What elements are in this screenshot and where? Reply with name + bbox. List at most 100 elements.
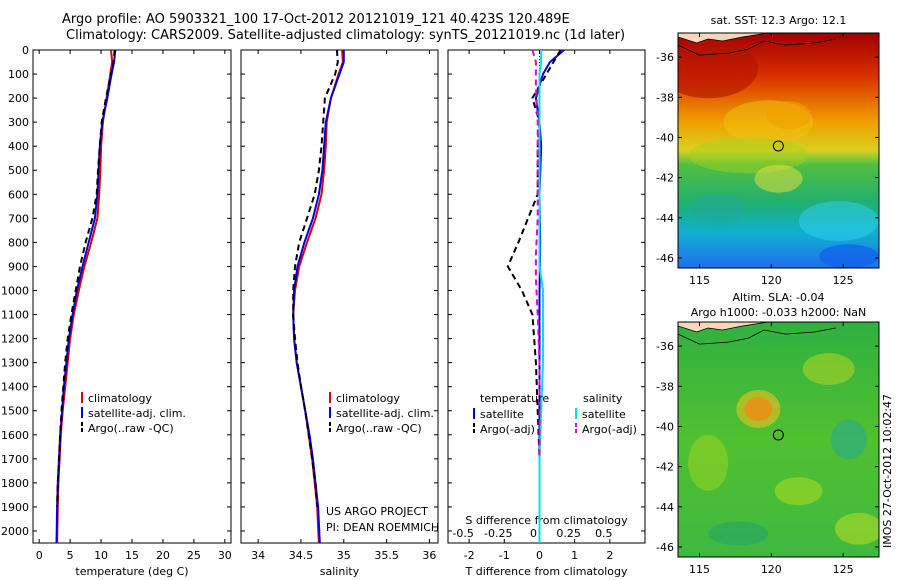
map-frame bbox=[677, 32, 880, 269]
map-feature bbox=[818, 244, 879, 268]
legend-title-salinity: salinity bbox=[583, 392, 623, 405]
map-field bbox=[678, 33, 879, 268]
series-line-3 bbox=[292, 49, 339, 507]
y-tick-label: -42 bbox=[656, 172, 674, 185]
x-tick-label: 5 bbox=[67, 549, 74, 562]
y-tick-label: 700 bbox=[8, 212, 29, 225]
y-tick-label: -36 bbox=[656, 340, 674, 353]
x-tick-label: -1 bbox=[499, 549, 510, 562]
x-tick-label: 34.5 bbox=[289, 549, 314, 562]
y-tick-label: 1700 bbox=[1, 453, 29, 466]
x-tick-label: 34 bbox=[251, 549, 265, 562]
map-field bbox=[678, 322, 879, 557]
map-feature bbox=[678, 38, 759, 99]
map-feature bbox=[798, 201, 879, 241]
y-tick-label: 2000 bbox=[1, 525, 29, 538]
x-tick-label: 30 bbox=[218, 549, 232, 562]
x-tick-label-salinity: 0.25 bbox=[556, 527, 581, 540]
map-subtitle: Argo h1000: -0.033 h2000: NaN bbox=[691, 306, 867, 319]
y-tick-label: -46 bbox=[656, 252, 674, 265]
watermark-text: IMOS 27-Oct-2012 10:02:47 bbox=[881, 394, 894, 548]
map-frame bbox=[677, 321, 880, 558]
y-tick-label: 900 bbox=[8, 260, 29, 273]
map-feature bbox=[830, 419, 867, 460]
map-feature bbox=[766, 101, 811, 130]
y-tick-label: -40 bbox=[656, 131, 674, 144]
y-tick-label: 1100 bbox=[1, 309, 29, 322]
argo-position-marker bbox=[772, 140, 784, 152]
y-tick-label: 100 bbox=[8, 68, 29, 81]
x-tick-label: 20 bbox=[156, 549, 170, 562]
x-tick-label: -2 bbox=[464, 549, 475, 562]
y-tick-label: 600 bbox=[8, 188, 29, 201]
y-tick-label: -42 bbox=[656, 461, 674, 474]
x-tick-label: 0 bbox=[36, 549, 43, 562]
y-tick-label: 1000 bbox=[1, 284, 29, 297]
x-axis-label: salinity bbox=[320, 565, 360, 578]
annotation-project: US ARGO PROJECT bbox=[326, 505, 428, 518]
x-tick-label-salinity: -0.5 bbox=[452, 527, 473, 540]
series-line-4 bbox=[531, 49, 541, 459]
x-tick-label: 1 bbox=[571, 549, 578, 562]
y-tick-label: 1500 bbox=[1, 405, 29, 418]
y-tick-label: 500 bbox=[8, 164, 29, 177]
profile-panel-2: 34 34.5 35 35.5 36 salinity climatology satelli… bbox=[240, 49, 439, 578]
x-tick-label: 120 bbox=[761, 274, 782, 287]
y-tick-label: 400 bbox=[8, 140, 29, 153]
plot-frame bbox=[447, 49, 646, 544]
y-tick-label: -38 bbox=[656, 91, 674, 104]
legend-entry: climatology bbox=[88, 392, 152, 405]
y-tick-label: 300 bbox=[8, 116, 29, 129]
plot-frame bbox=[240, 49, 439, 544]
x-tick-label-salinity: 0.5 bbox=[595, 527, 613, 540]
x-tick-label: 125 bbox=[833, 563, 854, 576]
x-tick-label: 0 bbox=[536, 549, 543, 562]
map-feature bbox=[690, 193, 747, 226]
y-tick-label: -36 bbox=[656, 51, 674, 64]
legend-entry: Argo(..raw -QC) bbox=[88, 422, 174, 435]
x-tick-label-salinity: -0.25 bbox=[484, 527, 512, 540]
legend-entry: Argo(-adj) bbox=[480, 423, 535, 436]
profile-panel-1: 0100200300400500600700800900100011001200… bbox=[1, 44, 232, 578]
y-tick-label: 1200 bbox=[1, 333, 29, 346]
x-tick-label-salinity: 0 bbox=[530, 527, 537, 540]
legend-entry: satellite-adj. clim. bbox=[336, 407, 434, 420]
y-tick-label: -44 bbox=[656, 212, 674, 225]
y-tick-label: 1800 bbox=[1, 477, 29, 490]
map-feature bbox=[688, 435, 729, 491]
x-tick-label: 15 bbox=[125, 549, 139, 562]
map-feature bbox=[736, 389, 781, 428]
x-tick-label: 115 bbox=[689, 563, 710, 576]
series-line-2 bbox=[506, 49, 562, 507]
x-tick-label: 25 bbox=[187, 549, 201, 562]
x-tick-label: 36 bbox=[422, 549, 436, 562]
y-tick-label: 1300 bbox=[1, 357, 29, 370]
map-feature bbox=[708, 521, 769, 546]
x-tick-label: 125 bbox=[833, 274, 854, 287]
map-feature bbox=[802, 353, 855, 385]
x-axis-label: temperature (deg C) bbox=[75, 565, 188, 578]
contour-line bbox=[678, 38, 836, 56]
y-tick-label: -40 bbox=[656, 420, 674, 433]
legend-entry: Argo(-adj) bbox=[582, 423, 637, 436]
profile-panel-3: -2 -1 0 1 2 -0.5 -0.25 0 0.25 0.5S difference fro… bbox=[447, 49, 646, 578]
map-feature bbox=[688, 137, 809, 174]
x-tick-label: 10 bbox=[94, 549, 108, 562]
annotation-pi: PI: DEAN ROEMMICH bbox=[326, 521, 439, 534]
argo-position-marker bbox=[772, 429, 784, 441]
y-tick-label: 1600 bbox=[1, 429, 29, 442]
y-tick-label: -46 bbox=[656, 541, 674, 554]
y-tick-label: 1400 bbox=[1, 381, 29, 394]
y-tick-label: 200 bbox=[8, 92, 29, 105]
x-tick-label: 35 bbox=[337, 549, 351, 562]
y-tick-label: 0 bbox=[22, 44, 29, 57]
x-tick-label: 115 bbox=[689, 274, 710, 287]
land-area bbox=[678, 322, 769, 333]
map-title: Altim. SLA: -0.04 bbox=[732, 291, 824, 304]
map-panel-2: -36 -38 -40 -42 -44 -46 115 120 125 Altim. SLA: -… bbox=[656, 291, 880, 576]
y-tick-label: -44 bbox=[656, 501, 674, 514]
legend-entry: satellite bbox=[480, 408, 524, 421]
map-feature bbox=[774, 477, 823, 506]
y-tick-label: 800 bbox=[8, 236, 29, 249]
